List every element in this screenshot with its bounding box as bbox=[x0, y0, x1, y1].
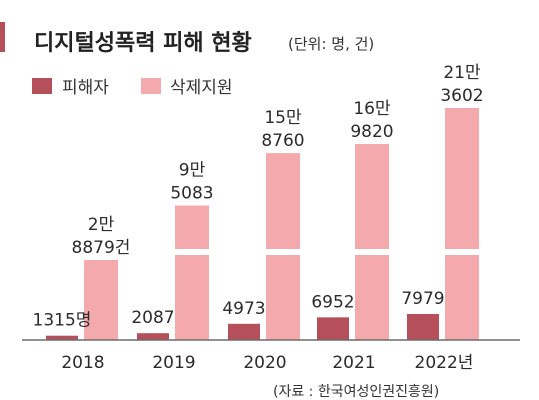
chart-title: 디지털성폭력 피해 현황 bbox=[34, 31, 252, 56]
bar-victims-2 bbox=[228, 323, 260, 340]
title-bar-accent bbox=[0, 22, 5, 52]
label-support-line2-3: 9820 bbox=[350, 122, 393, 142]
bar-support-1 bbox=[175, 205, 209, 249]
bar-support-2 bbox=[266, 153, 300, 249]
source-note: (자료 : 한국여성인권진흥원) bbox=[273, 384, 439, 400]
bar-support-lower-1 bbox=[175, 255, 209, 340]
x-tick-label-4: 2022년 bbox=[415, 353, 474, 373]
ticks-layer: 2018 2019 2020 2021 2022년 bbox=[61, 353, 473, 373]
x-tick-label-0: 2018 bbox=[61, 353, 104, 373]
label-support-line1-4: 21만 bbox=[443, 63, 481, 83]
x-tick-label-1: 2019 bbox=[152, 353, 195, 373]
x-tick-label-2: 2020 bbox=[243, 353, 286, 373]
labels-layer: 2만 8879건 1315명 9만 5083 2087 15만 8760 4973 16만 9820… bbox=[33, 63, 484, 331]
label-victims-0: 1315명 bbox=[33, 311, 92, 331]
bar-support-3 bbox=[355, 144, 389, 249]
bar-support-0 bbox=[84, 260, 118, 340]
label-victims-3: 6952 bbox=[311, 292, 354, 312]
bar-support-lower-3 bbox=[355, 255, 389, 340]
bar-victims-3 bbox=[317, 317, 349, 340]
legend-label-victims: 피해자 bbox=[62, 78, 109, 98]
label-support-line1-2: 15만 bbox=[264, 108, 302, 128]
label-support-line2-4: 3602 bbox=[440, 86, 483, 106]
x-tick-label-3: 2021 bbox=[332, 353, 375, 373]
label-support-line1-1: 9만 bbox=[179, 161, 206, 181]
bar-support-4 bbox=[445, 108, 479, 249]
label-support-line1-0: 2만 bbox=[88, 215, 115, 235]
legend-swatch-deletion-support bbox=[141, 78, 161, 94]
label-victims-1: 2087 bbox=[131, 308, 174, 328]
label-victims-4: 7979 bbox=[401, 289, 444, 309]
bars-layer bbox=[46, 108, 479, 340]
bar-victims-4 bbox=[407, 314, 439, 340]
bar-support-lower-4 bbox=[445, 255, 479, 340]
label-victims-2: 4973 bbox=[222, 299, 265, 319]
legend-swatch-victims bbox=[32, 78, 52, 94]
label-support-line1-3: 16만 bbox=[353, 99, 391, 119]
bar-support-lower-2 bbox=[266, 255, 300, 340]
label-support-line2-2: 8760 bbox=[261, 131, 304, 151]
label-support-line2-1: 5083 bbox=[170, 184, 213, 204]
bar-victims-0 bbox=[46, 335, 78, 340]
unit-note: (단위: 명, 건) bbox=[288, 35, 374, 53]
legend-label-deletion-support: 삭제지원 bbox=[170, 78, 233, 98]
label-support-line2-0: 8879건 bbox=[72, 238, 131, 258]
bar-victims-1 bbox=[137, 333, 169, 340]
